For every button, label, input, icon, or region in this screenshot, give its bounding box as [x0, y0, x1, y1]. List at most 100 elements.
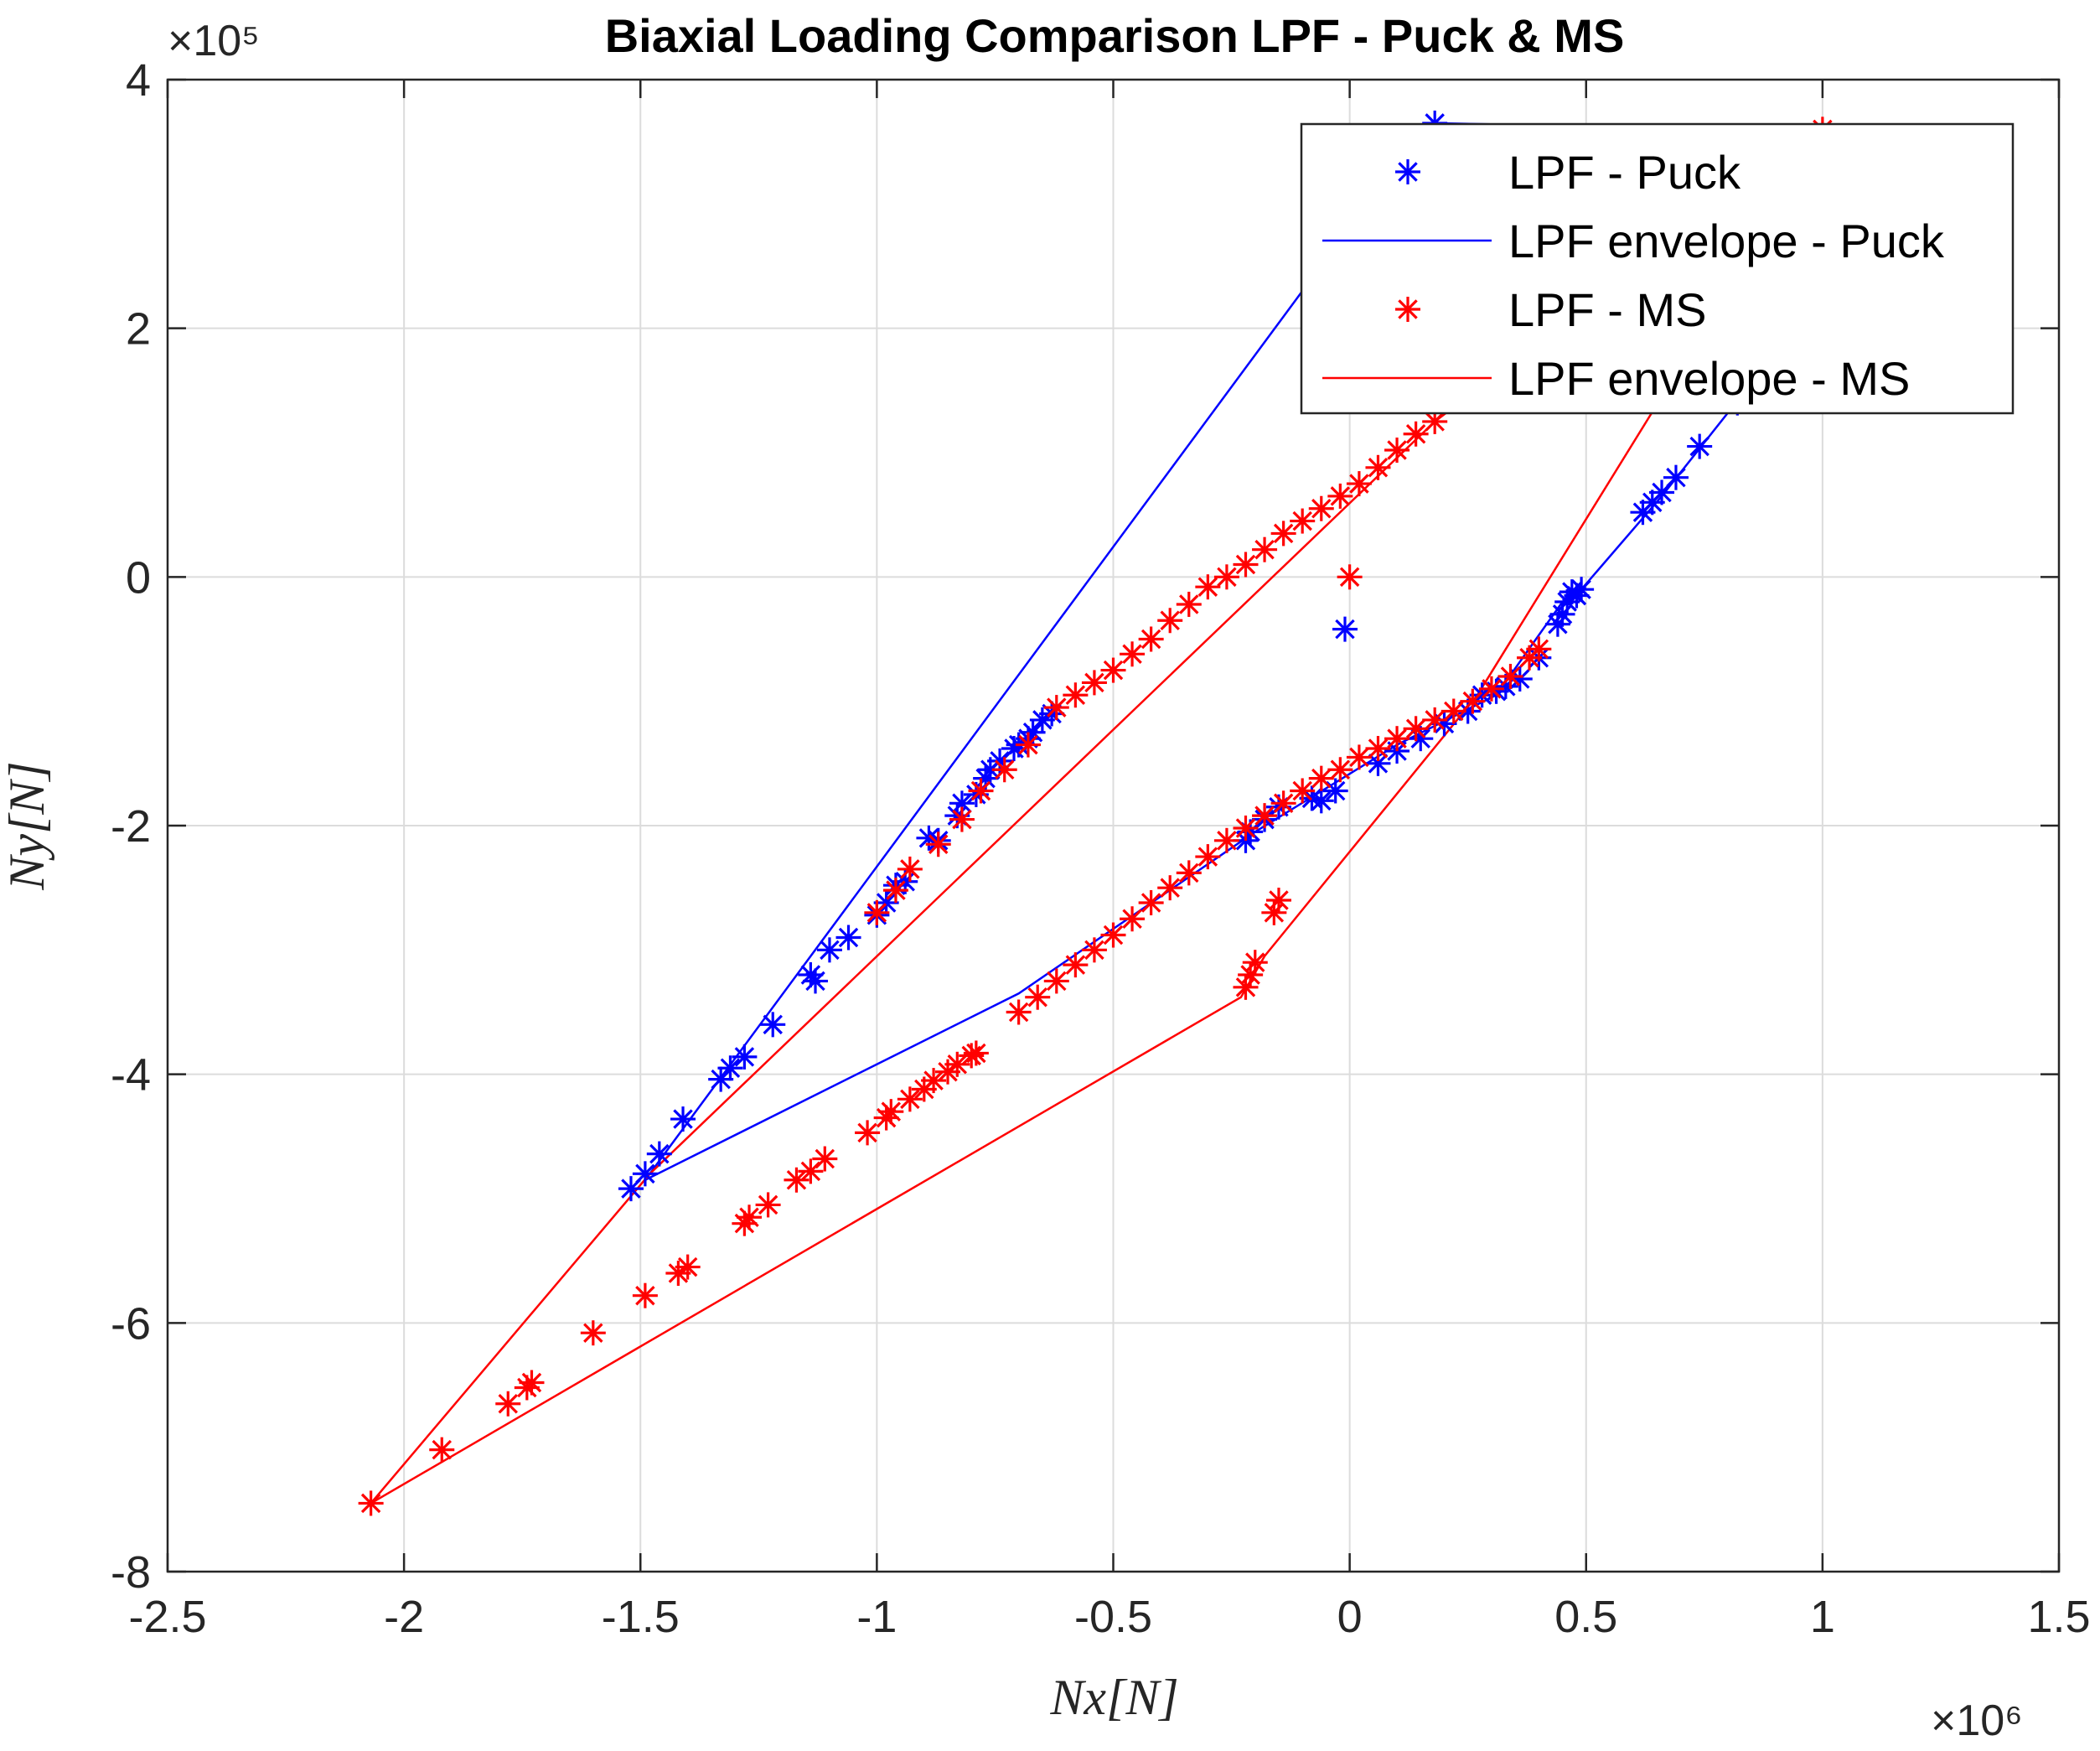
data-point	[925, 831, 951, 857]
x-tick-label: 1	[1810, 1592, 1835, 1642]
data-point	[1157, 875, 1183, 901]
data-point	[798, 1158, 824, 1184]
y-tick-label: 2	[126, 304, 151, 355]
data-point	[1327, 483, 1353, 509]
data-point	[897, 1086, 923, 1112]
data-point	[963, 1040, 989, 1066]
data-point	[1337, 564, 1363, 590]
data-point	[1025, 984, 1051, 1010]
y-axis-label: Ny[N]	[0, 761, 54, 890]
data-point	[495, 1391, 521, 1417]
data-point	[632, 1161, 658, 1187]
legend: LPF - Puck LPF envelope - Puck LPF - MS LPF…	[1300, 122, 2015, 415]
data-point	[519, 1370, 545, 1396]
data-point	[878, 1099, 904, 1125]
data-point	[949, 790, 975, 816]
data-point	[1403, 716, 1429, 742]
data-point	[1081, 670, 1107, 696]
data-point	[1043, 968, 1069, 994]
data-point	[632, 1282, 658, 1308]
data-point	[1233, 974, 1259, 1000]
x-tick-label: -2	[384, 1592, 424, 1642]
data-point	[882, 878, 908, 904]
x-axis-label: Nx[N]	[1049, 1670, 1178, 1725]
legend-marker	[1395, 159, 1420, 184]
data-point	[1497, 664, 1523, 689]
data-point	[1138, 626, 1164, 652]
y-tick-label: -2	[111, 801, 151, 852]
legend-label: LPF envelope - MS	[1508, 352, 1910, 405]
data-point	[1384, 726, 1410, 752]
data-point	[1195, 844, 1221, 870]
data-point	[1233, 815, 1259, 841]
series-markers	[358, 117, 1835, 1516]
data-point	[1176, 591, 1202, 617]
data-point	[1265, 888, 1291, 913]
data-point	[429, 1437, 455, 1463]
x-tick-label: -1	[856, 1592, 897, 1642]
data-point	[1043, 695, 1069, 721]
data-point	[991, 757, 1017, 783]
y-tick-label: 4	[126, 55, 151, 106]
data-point	[1100, 922, 1126, 948]
y-tick-label: -8	[111, 1547, 151, 1598]
data-point	[1252, 803, 1278, 829]
data-point	[1242, 950, 1268, 976]
data-point	[1422, 707, 1448, 733]
data-point	[1569, 577, 1595, 603]
data-point	[1478, 676, 1504, 702]
data-point	[855, 1120, 881, 1146]
data-point	[1195, 574, 1221, 600]
data-point	[580, 1320, 606, 1346]
data-point	[1213, 564, 1239, 590]
data-point	[1460, 688, 1486, 714]
y-tick-label: 0	[126, 552, 151, 603]
data-point	[1290, 778, 1316, 804]
x-tick-label: 0.5	[1554, 1592, 1617, 1642]
data-point	[1308, 765, 1334, 791]
chart-title: Biaxial Loading Comparison LPF - Puck & …	[605, 9, 1625, 62]
legend-marker	[1395, 297, 1420, 322]
data-point	[921, 1068, 947, 1094]
x-tick-label: -0.5	[1074, 1592, 1152, 1642]
x-tick-label: -1.5	[602, 1592, 680, 1642]
data-point	[1365, 736, 1391, 762]
y-exponent-label: ×10⁵	[168, 17, 260, 65]
x-tick-label: -2.5	[128, 1592, 206, 1642]
data-point	[968, 778, 994, 804]
data-point	[1441, 698, 1466, 724]
data-point	[760, 1012, 786, 1038]
data-point	[944, 1051, 970, 1077]
y-tick-label: -4	[111, 1050, 151, 1101]
data-point	[646, 1141, 672, 1167]
data-point	[1157, 608, 1183, 634]
data-point	[1100, 657, 1126, 683]
data-point	[1176, 860, 1202, 886]
data-point	[1663, 464, 1689, 490]
data-point	[1233, 552, 1259, 578]
data-point	[670, 1106, 696, 1132]
data-point	[897, 856, 923, 882]
data-point	[949, 806, 975, 832]
data-point	[812, 1146, 838, 1172]
data-point	[675, 1254, 701, 1280]
ticks: -2.5 -2 -1.5 -1 -0.5 0 0.5 1 1.5 -8 -6 -4 -2 0 2 4	[111, 55, 2091, 1642]
data-point	[1270, 790, 1296, 816]
data-point	[1403, 421, 1429, 447]
data-point	[1346, 744, 1372, 770]
data-point	[1120, 641, 1146, 667]
data-point	[1687, 433, 1713, 459]
data-point	[1006, 999, 1032, 1025]
data-point	[1063, 952, 1089, 978]
data-point	[803, 968, 829, 994]
data-point	[1138, 889, 1164, 915]
data-point	[1063, 682, 1089, 708]
data-point	[1120, 906, 1146, 932]
data-point	[618, 1176, 644, 1202]
data-point	[1270, 521, 1296, 547]
x-exponent-label: ×10⁶	[1931, 1697, 2023, 1745]
data-point	[1252, 536, 1278, 562]
data-point	[358, 1490, 384, 1516]
data-point	[1365, 454, 1391, 480]
